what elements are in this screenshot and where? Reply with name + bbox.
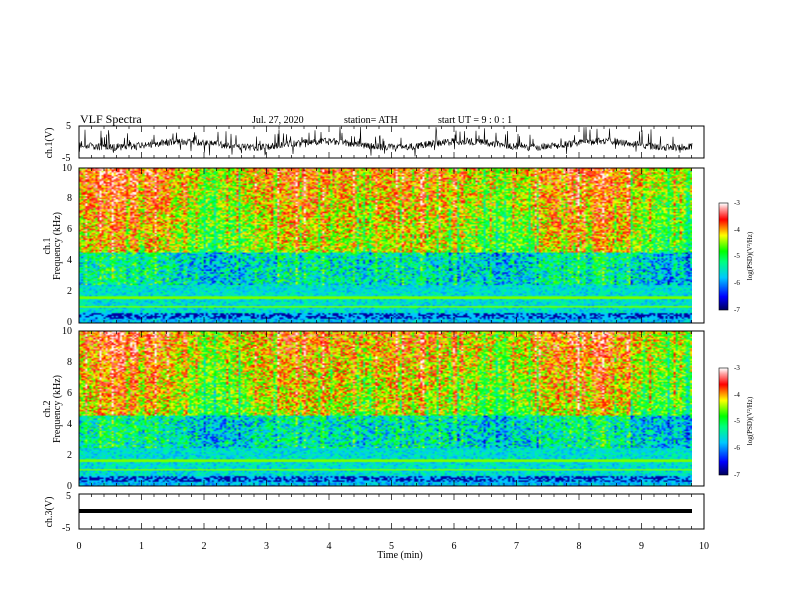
ch1-cbar-tick--5: -5 bbox=[734, 252, 740, 260]
xtick-4: 4 bbox=[327, 541, 332, 552]
ch2-spectrogram-panel: 0 2 4 6 8 10 ch.2 Frequency (kHz) -3 -4 … bbox=[42, 326, 754, 492]
ch3-waveform-ylabel: ch.3(V) bbox=[44, 497, 55, 528]
ch1-colorbar-frame bbox=[718, 202, 729, 311]
ch3-ytick-bottom: -5 bbox=[62, 523, 70, 534]
ch3-waveform-panel: 5 -5 ch.3(V) bbox=[44, 491, 705, 534]
ch2-cbar-tick--6: -6 bbox=[734, 444, 740, 452]
ch1-channel-label: ch.1 bbox=[42, 238, 53, 255]
ch2-colorbar-frame bbox=[718, 367, 729, 476]
ch3-ytick-top: 5 bbox=[66, 491, 71, 502]
ch2-cbar-tick--7: -7 bbox=[734, 471, 740, 479]
ch2-ytick-2: 2 bbox=[67, 450, 72, 461]
xtick-10: 10 bbox=[699, 541, 709, 552]
xtick-5: 5 bbox=[389, 541, 394, 552]
date-label: Jul. 27, 2020 bbox=[252, 115, 304, 126]
ch1-ytick-top: 5 bbox=[66, 121, 71, 132]
ch1-ytick-8: 8 bbox=[67, 193, 72, 204]
ch1-waveform-ylabel: ch.1(V) bbox=[44, 128, 55, 159]
xtick-8: 8 bbox=[577, 541, 582, 552]
ch1-cbar-tick--7: -7 bbox=[734, 306, 740, 314]
time-axis-tick-labels: 0 1 2 3 4 5 6 7 8 9 10 bbox=[77, 541, 710, 552]
ch1-ytick-6: 6 bbox=[67, 224, 72, 235]
ch1-ytick-2: 2 bbox=[67, 286, 72, 297]
ch2-ytick-0: 0 bbox=[67, 481, 72, 492]
station-label: station= ATH bbox=[344, 115, 398, 126]
ch3-waveform-trace bbox=[79, 509, 692, 513]
figure-title: VLF Spectra bbox=[80, 112, 142, 126]
ch1-ytick-10: 10 bbox=[62, 163, 72, 174]
ch2-cbar-tick--3: -3 bbox=[734, 364, 740, 372]
xtick-7: 7 bbox=[514, 541, 519, 552]
ch2-ytick-8: 8 bbox=[67, 357, 72, 368]
ch1-cbar-tick--4: -4 bbox=[734, 226, 740, 234]
time-tick-marks bbox=[78, 126, 705, 529]
time-axis-label: Time (min) bbox=[377, 550, 422, 561]
xtick-9: 9 bbox=[639, 541, 644, 552]
ch2-ytick-6: 6 bbox=[67, 388, 72, 399]
ch1-waveform-line bbox=[78, 126, 693, 157]
xtick-3: 3 bbox=[264, 541, 269, 552]
ch2-channel-label: ch.2 bbox=[42, 401, 53, 418]
ch2-ytick-4: 4 bbox=[67, 419, 72, 430]
ch1-spectrogram-panel: 0 2 4 6 8 10 ch.1 Frequency (kHz) -3 -4 … bbox=[42, 163, 754, 328]
ch2-frequency-label: Frequency (kHz) bbox=[52, 375, 63, 443]
ch1-ytick-bottom: -5 bbox=[62, 153, 70, 164]
ch1-spectrogram-image bbox=[79, 168, 692, 323]
ch1-cbar-tick--6: -6 bbox=[734, 279, 740, 287]
xtick-2: 2 bbox=[202, 541, 207, 552]
ch2-cbar-tick--4: -4 bbox=[734, 391, 740, 399]
ch1-colorbar-label: log(PSD)(V²/Hz) bbox=[746, 231, 754, 280]
ch2-cbar-tick--5: -5 bbox=[734, 417, 740, 425]
ch2-colorbar-label: log(PSD)(V²/Hz) bbox=[746, 396, 754, 445]
xtick-1: 1 bbox=[139, 541, 144, 552]
ch1-frequency-label: Frequency (kHz) bbox=[52, 212, 63, 280]
start-time-label: start UT = 9 : 0 : 1 bbox=[438, 115, 512, 126]
ch1-colorbar bbox=[719, 203, 728, 310]
ch2-colorbar bbox=[719, 368, 728, 475]
ch1-waveform-trace bbox=[78, 126, 693, 157]
ch1-cbar-tick--3: -3 bbox=[734, 199, 740, 207]
ch1-ytick-4: 4 bbox=[67, 255, 72, 266]
ch1-ytick-0: 0 bbox=[67, 317, 72, 328]
ch1-waveform-panel: 5 -5 ch.1(V) bbox=[44, 121, 705, 164]
ch2-spectrogram-yticks: 0 2 4 6 8 10 bbox=[62, 326, 72, 492]
xtick-0: 0 bbox=[77, 541, 82, 552]
ch2-ytick-10: 10 bbox=[62, 326, 72, 337]
ch1-spectrogram-yticks: 0 2 4 6 8 10 bbox=[62, 163, 72, 328]
xtick-6: 6 bbox=[452, 541, 457, 552]
ch2-spectrogram-image bbox=[79, 331, 692, 486]
